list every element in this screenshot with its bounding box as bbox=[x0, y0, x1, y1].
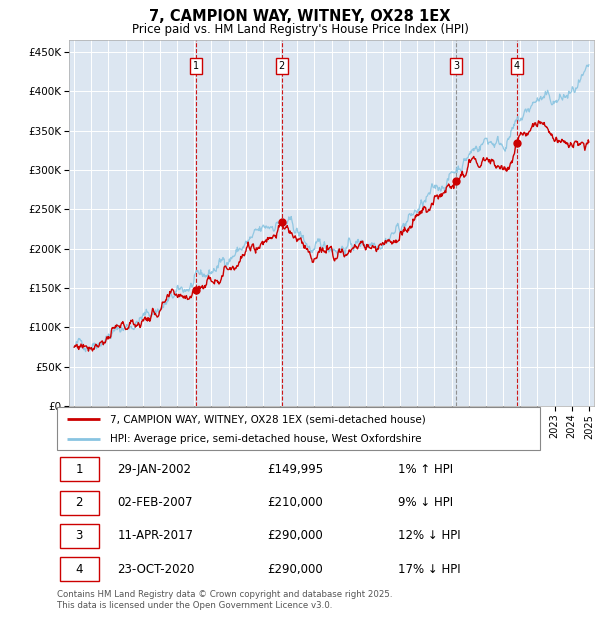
Text: 4: 4 bbox=[76, 563, 83, 576]
Text: 02-FEB-2007: 02-FEB-2007 bbox=[118, 496, 193, 509]
Text: 29-JAN-2002: 29-JAN-2002 bbox=[118, 463, 191, 476]
FancyBboxPatch shape bbox=[57, 407, 540, 450]
Text: 23-OCT-2020: 23-OCT-2020 bbox=[118, 563, 195, 576]
Text: Price paid vs. HM Land Registry's House Price Index (HPI): Price paid vs. HM Land Registry's House … bbox=[131, 23, 469, 36]
FancyBboxPatch shape bbox=[59, 490, 99, 515]
FancyBboxPatch shape bbox=[59, 458, 99, 481]
Text: 2: 2 bbox=[278, 61, 284, 71]
Text: 12% ↓ HPI: 12% ↓ HPI bbox=[398, 529, 461, 542]
Text: Contains HM Land Registry data © Crown copyright and database right 2025.: Contains HM Land Registry data © Crown c… bbox=[57, 590, 392, 600]
FancyBboxPatch shape bbox=[59, 524, 99, 548]
Text: £149,995: £149,995 bbox=[267, 463, 323, 476]
Text: 11-APR-2017: 11-APR-2017 bbox=[118, 529, 193, 542]
Text: HPI: Average price, semi-detached house, West Oxfordshire: HPI: Average price, semi-detached house,… bbox=[110, 434, 422, 444]
Text: 2: 2 bbox=[76, 496, 83, 509]
Text: 4: 4 bbox=[514, 61, 520, 71]
Text: £290,000: £290,000 bbox=[267, 563, 323, 576]
Text: 7, CAMPION WAY, WITNEY, OX28 1EX: 7, CAMPION WAY, WITNEY, OX28 1EX bbox=[149, 9, 451, 24]
Text: £210,000: £210,000 bbox=[267, 496, 323, 509]
Text: 1% ↑ HPI: 1% ↑ HPI bbox=[398, 463, 454, 476]
Text: 1: 1 bbox=[76, 463, 83, 476]
Text: 3: 3 bbox=[76, 529, 83, 542]
Text: 3: 3 bbox=[454, 61, 460, 71]
Text: This data is licensed under the Open Government Licence v3.0.: This data is licensed under the Open Gov… bbox=[57, 601, 332, 611]
Text: 17% ↓ HPI: 17% ↓ HPI bbox=[398, 563, 461, 576]
Text: 7, CAMPION WAY, WITNEY, OX28 1EX (semi-detached house): 7, CAMPION WAY, WITNEY, OX28 1EX (semi-d… bbox=[110, 414, 426, 424]
FancyBboxPatch shape bbox=[59, 557, 99, 581]
Text: £290,000: £290,000 bbox=[267, 529, 323, 542]
Text: 9% ↓ HPI: 9% ↓ HPI bbox=[398, 496, 454, 509]
Text: 1: 1 bbox=[193, 61, 199, 71]
